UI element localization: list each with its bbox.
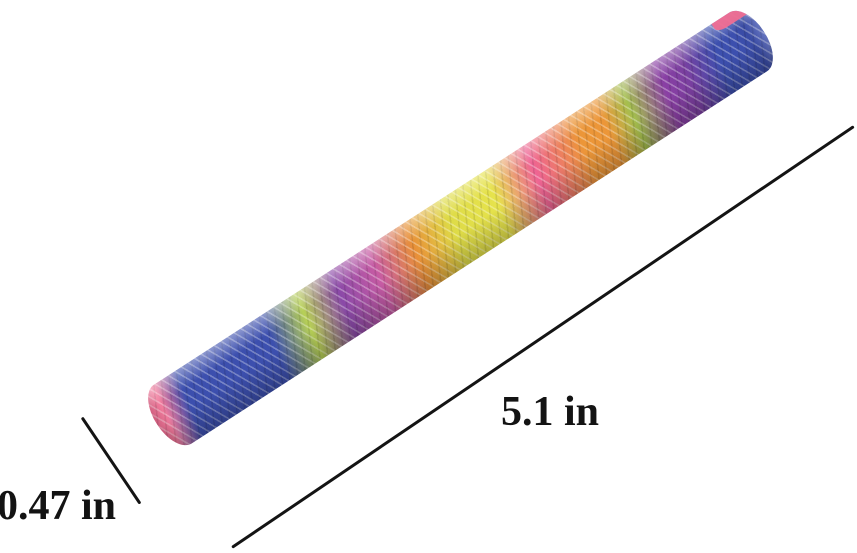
mesh-sleeve-product [137, 2, 784, 454]
length-label: 5.1 in [501, 389, 600, 435]
tube-left-end-cap [137, 376, 205, 454]
diameter-label: 0.47 in [0, 483, 117, 529]
